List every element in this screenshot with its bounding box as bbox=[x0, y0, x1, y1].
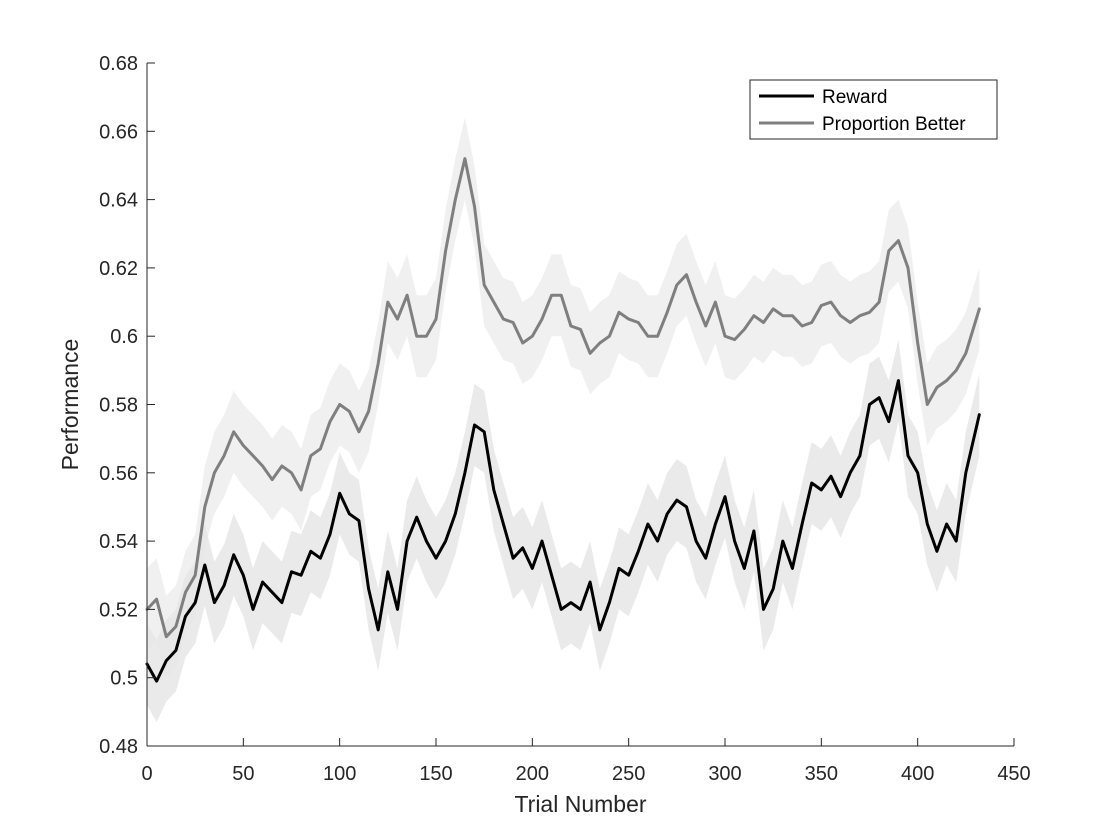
confidence-band-reward bbox=[147, 339, 980, 723]
y-tick-label: 0.5 bbox=[110, 668, 138, 690]
x-tick-label: 100 bbox=[323, 763, 356, 785]
x-tick-label: 250 bbox=[612, 763, 645, 785]
legend-label-proportion-better: Proportion Better bbox=[822, 114, 966, 135]
series-line-proportion-better bbox=[145, 157, 981, 639]
y-axis-label: Performance bbox=[57, 339, 83, 471]
x-tick-label: 450 bbox=[997, 763, 1030, 785]
legend-box bbox=[749, 79, 998, 140]
x-tick-label: 350 bbox=[805, 763, 838, 785]
y-tick-label: 0.68 bbox=[99, 53, 138, 75]
confidence-bands bbox=[147, 117, 980, 723]
x-axis-label: Trial Number bbox=[514, 791, 646, 817]
y-tick-label: 0.66 bbox=[99, 121, 138, 143]
y-tick-label: 0.58 bbox=[99, 395, 138, 417]
y-tick-label: 0.54 bbox=[99, 531, 138, 553]
x-tick-label: 0 bbox=[141, 763, 152, 785]
y-tick-label: 0.6 bbox=[110, 326, 138, 348]
x-tick-label: 50 bbox=[232, 763, 254, 785]
y-tick-label: 0.48 bbox=[99, 736, 138, 758]
y-tick-label: 0.64 bbox=[99, 190, 138, 212]
y-tick-label: 0.56 bbox=[99, 463, 138, 485]
series-lines bbox=[145, 157, 981, 683]
x-tick-label: 400 bbox=[901, 763, 934, 785]
x-tick-label: 150 bbox=[419, 763, 452, 785]
tick-marks: 0 50 100 150 200 250 300 350 400 450 0.48 0.5 0.52 0.… bbox=[99, 53, 1031, 785]
y-tick-label: 0.62 bbox=[99, 258, 138, 280]
series-line-reward bbox=[145, 379, 981, 683]
legend: Reward Proportion Better bbox=[749, 79, 998, 140]
legend-label-reward: Reward bbox=[822, 87, 887, 108]
y-tick-label: 0.52 bbox=[99, 599, 138, 621]
x-tick-label: 200 bbox=[516, 763, 549, 785]
x-tick-label: 300 bbox=[708, 763, 741, 785]
